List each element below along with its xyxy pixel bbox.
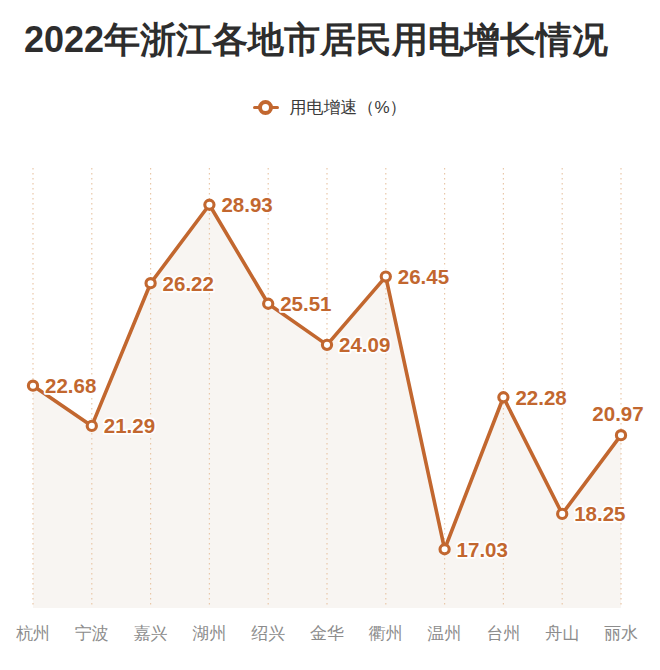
legend-label: 用电增速（%） bbox=[289, 96, 406, 119]
value-label: 18.25 bbox=[574, 502, 625, 525]
x-axis-label: 丽水 bbox=[604, 624, 638, 643]
x-axis-label: 湖州 bbox=[192, 624, 226, 643]
page-title: 2022年浙江各地市居民用电增长情况 bbox=[24, 19, 608, 60]
x-axis-label: 温州 bbox=[428, 624, 462, 643]
x-axis-label: 金华 bbox=[310, 624, 344, 643]
data-point[interactable] bbox=[264, 299, 273, 308]
data-point[interactable] bbox=[322, 340, 331, 349]
x-axis-label: 杭州 bbox=[16, 624, 50, 643]
data-point[interactable] bbox=[558, 509, 567, 518]
data-point[interactable] bbox=[381, 272, 390, 281]
data-point[interactable] bbox=[146, 279, 155, 288]
x-axis-label: 绍兴 bbox=[251, 624, 285, 643]
data-point[interactable] bbox=[440, 545, 449, 554]
value-label: 17.03 bbox=[457, 538, 508, 561]
value-label: 24.09 bbox=[339, 333, 390, 356]
legend-ring-icon bbox=[258, 100, 273, 115]
x-axis-label: 衢州 bbox=[368, 624, 403, 643]
legend-item[interactable]: 用电增速（%） bbox=[0, 94, 660, 120]
x-axis-label: 舟山 bbox=[545, 624, 579, 643]
x-axis-label: 台州 bbox=[486, 624, 520, 643]
value-label: 20.97 bbox=[592, 402, 643, 425]
value-label: 25.51 bbox=[280, 292, 331, 315]
line-series-marker-icon bbox=[253, 100, 279, 115]
data-point[interactable] bbox=[205, 200, 214, 209]
data-point[interactable] bbox=[499, 393, 508, 402]
value-label: 26.45 bbox=[398, 265, 449, 288]
line-chart: 22.68 21.29 26.22 28.93 25.51 24.09 26.45 17.03… bbox=[0, 130, 660, 670]
value-label: 21.29 bbox=[104, 414, 155, 437]
value-label: 26.22 bbox=[163, 272, 214, 295]
value-label: 22.68 bbox=[45, 374, 96, 397]
data-point[interactable] bbox=[616, 431, 625, 440]
data-point[interactable] bbox=[87, 421, 96, 430]
chart-page: 2022年浙江各地市居民用电增长情况 用电增速（%） 22.68 21.29 26.… bbox=[0, 0, 660, 670]
value-label: 22.28 bbox=[515, 386, 566, 409]
x-axis-label: 嘉兴 bbox=[134, 624, 168, 643]
x-axis-label: 宁波 bbox=[75, 624, 109, 643]
value-label: 28.93 bbox=[221, 193, 272, 216]
data-point[interactable] bbox=[28, 381, 37, 390]
